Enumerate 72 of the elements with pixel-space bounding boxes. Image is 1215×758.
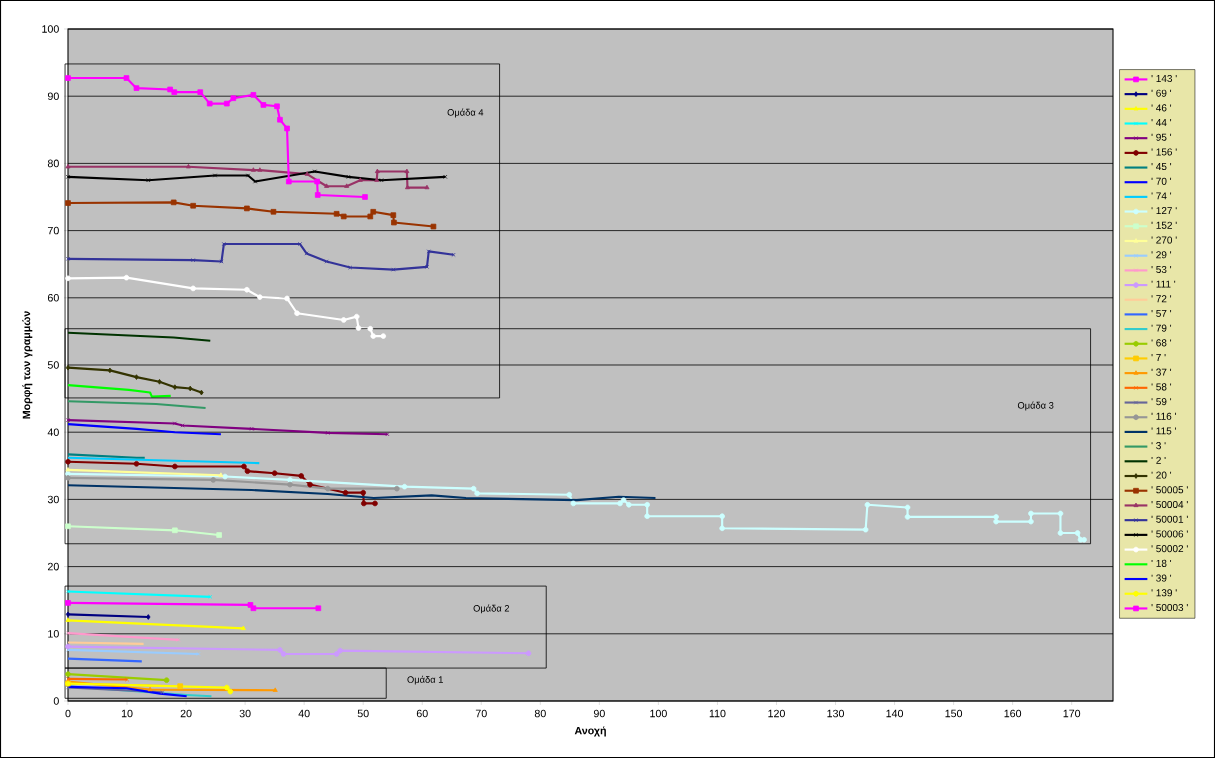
x-tick-label: 10	[121, 709, 133, 718]
legend-label: ' 79 '	[1151, 324, 1172, 332]
y-tick-label: 40	[47, 428, 59, 436]
legend-label: ' 152 '	[1151, 221, 1177, 229]
legend-label: ' 45 '	[1151, 163, 1172, 171]
legend-label: ' 20 '	[1151, 471, 1172, 479]
legend-label: ' 37 '	[1151, 368, 1172, 376]
y-tick-label: 50	[47, 361, 59, 369]
legend-label: ' 50002 '	[1151, 545, 1188, 553]
legend-label: ' 18 '	[1151, 559, 1172, 567]
y-tick-label: 20	[47, 562, 59, 571]
legend-label: ' 74 '	[1151, 192, 1172, 200]
annotation: Ομάδα 1	[407, 675, 443, 685]
legend-label: ' 70 '	[1151, 177, 1172, 185]
x-tick-label: 100	[650, 709, 667, 718]
y-tick-label: 60	[47, 294, 59, 302]
y-tick-label: 70	[47, 226, 59, 235]
legend-label: ' 50003 '	[1151, 603, 1188, 612]
y-tick-label: 90	[47, 92, 59, 100]
x-tick-label: 170	[1063, 709, 1081, 718]
legend-label: ' 7 '	[1151, 354, 1166, 361]
x-tick-label: 130	[827, 709, 844, 718]
x-tick-label: 0	[65, 709, 71, 718]
legend-label: ' 270 '	[1151, 236, 1177, 244]
x-tick-label: 110	[709, 709, 726, 718]
legend-label: ' 46 '	[1151, 104, 1172, 112]
y-tick-label: 0	[53, 697, 59, 705]
legend-label: ' 50005 '	[1151, 486, 1188, 494]
legend-label: ' 115 '	[1151, 427, 1176, 435]
legend-label: ' 127 '	[1151, 207, 1177, 215]
annotation: Ομάδα 3	[1017, 401, 1054, 411]
x-tick-label: 40	[298, 709, 310, 718]
legend-label: ' 3 '	[1151, 442, 1166, 450]
x-tick-label: 150	[945, 709, 963, 718]
legend-label: ' 50001 '	[1151, 515, 1188, 523]
legend-label: ' 68 '	[1151, 339, 1172, 347]
legend-label: ' 50004 '	[1151, 500, 1188, 509]
legend-label: ' 57 '	[1151, 309, 1172, 317]
x-tick-label: 30	[239, 709, 251, 718]
legend-label: ' 143 '	[1151, 74, 1177, 83]
legend-label: ' 156 '	[1151, 148, 1177, 156]
x-tick-label: 90	[593, 709, 605, 718]
x-tick-label: 20	[180, 709, 192, 718]
x-tick-label: 80	[534, 709, 546, 718]
x-tick-label: 160	[1004, 709, 1022, 718]
x-tick-label: 120	[768, 709, 785, 718]
x-tick-label: 60	[416, 709, 428, 718]
y-tick-label: 30	[47, 495, 59, 504]
legend-label: ' 95 '	[1151, 133, 1172, 141]
legend-label: ' 50006 '	[1151, 530, 1188, 538]
legend-label: ' 111 '	[1151, 280, 1176, 288]
legend-label: ' 116 '	[1151, 412, 1176, 420]
annotation: Ομάδα 2	[473, 604, 510, 614]
y-tick-label: 80	[47, 159, 59, 168]
legend-label: ' 39 '	[1151, 574, 1172, 582]
legend-label: ' 139 '	[1151, 589, 1177, 597]
legend-label: ' 2 '	[1151, 456, 1166, 464]
legend-label: ' 53 '	[1151, 265, 1172, 273]
x-axis-title: Ανοχή	[574, 726, 606, 737]
y-axis-title: Μορφή των γραμμών	[22, 311, 33, 419]
legend-label: ' 59 '	[1151, 398, 1172, 406]
legend-label: ' 29 '	[1151, 251, 1172, 259]
x-tick-label: 50	[357, 709, 369, 718]
x-tick-label: 140	[886, 709, 904, 718]
legend-label: ' 69 '	[1151, 89, 1172, 97]
y-tick-label: 10	[48, 630, 59, 638]
y-tick-label: 100	[42, 25, 59, 33]
x-tick-label: 70	[475, 709, 487, 718]
legend-label: ' 44 '	[1151, 119, 1172, 126]
annotation: Ομάδα 4	[447, 108, 484, 118]
legend-label: ' 72 '	[1151, 295, 1172, 303]
legend-label: ' 58 '	[1151, 383, 1172, 391]
